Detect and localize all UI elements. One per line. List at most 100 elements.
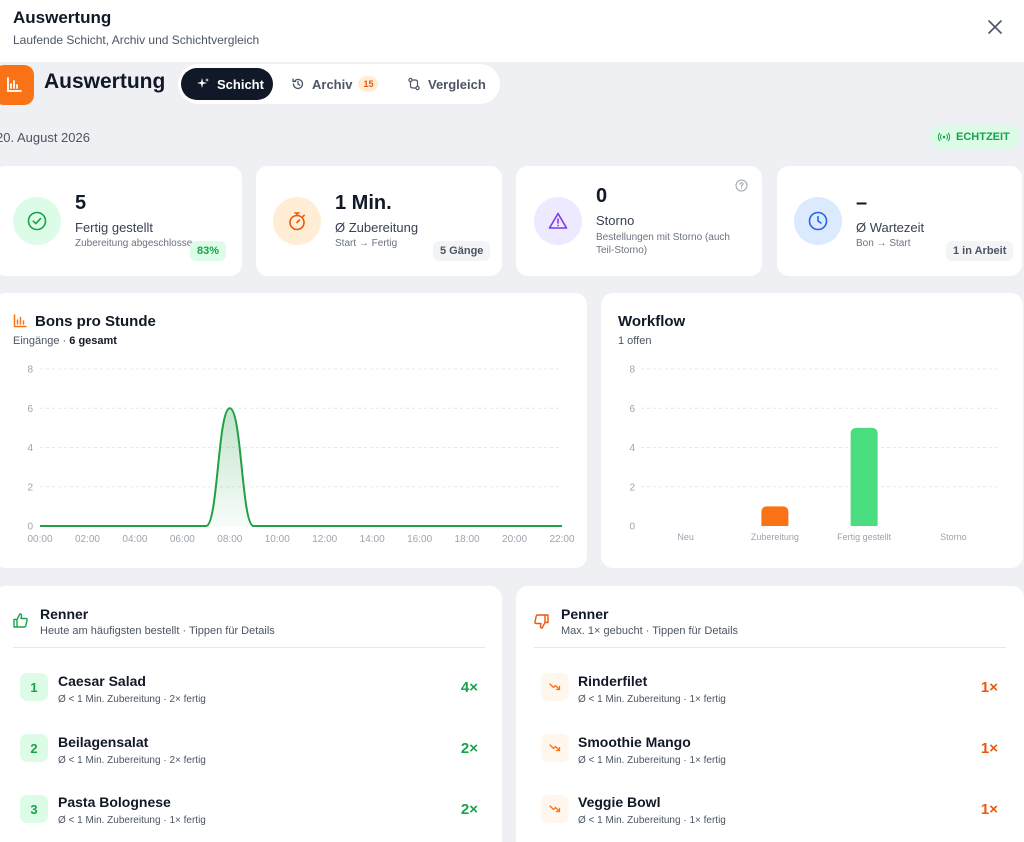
kpi-value: 1 Min. <box>335 192 392 214</box>
kpi-sub: Bon → Start <box>856 238 911 249</box>
kpi-sub: Bestellungen mit Storno (auch Teil-Storn… <box>596 232 730 256</box>
item-sub: Ø < 1 Min. Zubereitung · 1× fertig <box>578 694 726 705</box>
rank-badge: 2 <box>20 734 48 762</box>
history-icon <box>292 78 304 90</box>
kpi-label: Storno <box>596 213 635 228</box>
y-tick-label: 6 <box>629 404 635 415</box>
divider <box>534 647 1006 648</box>
x-tick-label: 02:00 <box>75 534 100 545</box>
bar <box>850 427 878 526</box>
workflow-panel: Workflow 1 offen 0 2 4 6 8 Neu Zubereitung Fert… <box>601 293 1023 568</box>
tab-label: Vergleich <box>428 76 486 92</box>
y-tick-label: 4 <box>27 443 33 454</box>
tab-vergleich[interactable]: Vergleich <box>401 68 496 100</box>
tab-label: Schicht <box>217 76 264 92</box>
kpi-label: Ø Wartezeit <box>856 220 925 235</box>
kpi-icon-wrap <box>13 197 61 245</box>
panel-subtitle-prefix: Eingänge · <box>13 335 67 347</box>
kpi-card-wartezeit[interactable]: – Ø Wartezeit Bon → Start 1 in Arbeit <box>777 166 1022 276</box>
panel-title: Workflow <box>618 313 686 330</box>
panel-subtitle: Eingänge · 6 gesamt <box>13 335 117 347</box>
panel-subtitle: Max. 1× gebucht · Tippen für Details <box>561 625 739 637</box>
y-tick-label: 2 <box>27 482 33 493</box>
modal-subtitle: Laufende Schicht, Archiv und Schichtverg… <box>13 33 260 47</box>
bons-per-hour-panel: Bons pro Stunde Eingänge · 6 gesamt 0 2 4 6… <box>0 293 587 568</box>
item-count: 4× <box>460 679 478 696</box>
trend-badge <box>541 673 569 701</box>
rank-badge: 3 <box>20 795 48 823</box>
y-tick-label: 0 <box>27 522 33 533</box>
panel-title: Penner <box>561 606 609 622</box>
series-area <box>40 408 562 526</box>
close-button[interactable] <box>982 14 1008 40</box>
close-icon <box>988 20 1002 34</box>
item-sub: Ø < 1 Min. Zubereitung · 2× fertig <box>58 755 206 766</box>
tab-schicht[interactable]: Schicht <box>181 68 273 100</box>
y-tick-label: 8 <box>27 365 33 376</box>
bar-chart-icon <box>13 314 27 328</box>
thumbs-up-icon <box>13 613 28 628</box>
kpi-sub: Start → Fertig <box>335 238 398 249</box>
item-name: Veggie Bowl <box>578 794 661 810</box>
kpi-card-storno[interactable]: 0 Storno Bestellungen mit Storno (auch T… <box>516 166 762 276</box>
item-sub: Ø < 1 Min. Zubereitung · 1× fertig <box>58 815 206 826</box>
item-count: 1× <box>980 679 998 696</box>
x-tick-label: Zubereitung <box>751 532 799 542</box>
y-tick-label: 4 <box>629 443 635 454</box>
warning-icon <box>548 212 568 229</box>
x-tick-label: Storno <box>940 532 967 542</box>
item-sub: Ø < 1 Min. Zubereitung · 1× fertig <box>578 755 726 766</box>
clock-icon <box>808 211 828 231</box>
live-label: ECHTZEIT <box>956 131 1010 143</box>
x-tick-label: 00:00 <box>27 534 52 545</box>
trend-badge <box>541 734 569 762</box>
courses-pill: 5 Gänge <box>433 241 491 261</box>
kpi-card-fertig[interactable]: 5 Fertig gestellt Zubereitung abgeschlos… <box>0 166 242 276</box>
y-tick-label: 0 <box>629 522 635 533</box>
penner-panel: Penner Max. 1× gebucht · Tippen für Deta… <box>516 586 1024 842</box>
modal-title: Auswertung <box>13 8 112 27</box>
x-tick-label: 14:00 <box>360 534 385 545</box>
x-tick-label: Neu <box>677 532 694 542</box>
panel-title: Renner <box>40 606 89 622</box>
panel-subtitle: 1 offen <box>618 335 652 347</box>
item-count: 1× <box>980 740 998 757</box>
kpi-label: Ø Zubereitung <box>335 220 419 235</box>
live-status-badge: ECHTZEIT <box>930 125 1020 149</box>
item-name: Rinderfilet <box>578 673 648 689</box>
kpi-sub: Zubereitung abgeschlossen <box>75 238 193 249</box>
item-name: Caesar Salad <box>58 673 146 689</box>
x-tick-label: 06:00 <box>170 534 195 545</box>
rank-badge: 1 <box>20 673 48 701</box>
kpi-value: 0 <box>596 185 608 207</box>
x-tick-label: 16:00 <box>407 534 432 545</box>
broadcast-icon <box>938 132 950 142</box>
kpi-value: 5 <box>75 192 87 214</box>
item-name: Pasta Bolognese <box>58 794 171 810</box>
kpi-label: Fertig gestellt <box>75 220 154 235</box>
help-icon[interactable] <box>735 179 748 192</box>
y-tick-label: 8 <box>629 365 635 376</box>
total-count: 6 gesamt <box>69 335 117 347</box>
x-tick-label: 20:00 <box>502 534 527 545</box>
kpi-icon-wrap <box>794 197 842 245</box>
compare-icon <box>408 77 420 91</box>
app-logo <box>0 65 34 105</box>
x-tick-label: 04:00 <box>122 534 147 545</box>
panel-subtitle: Heute am häufigsten bestellt · Tippen fü… <box>40 625 275 637</box>
bons-line-chart: 0 2 4 6 8 00:00 02:00 04:00 06:00 08:00 10:00 12:00… <box>27 365 575 546</box>
completion-rate-pill: 83% <box>190 241 227 261</box>
x-tick-label: 12:00 <box>312 534 337 545</box>
bar <box>761 506 789 526</box>
x-tick-label: 08:00 <box>217 534 242 545</box>
kpi-card-zubereitung[interactable]: 1 Min. Ø Zubereitung Start → Fertig 5 Gä… <box>256 166 502 276</box>
y-tick-label: 6 <box>27 404 33 415</box>
x-tick-label: 22:00 <box>549 534 574 545</box>
tab-archiv[interactable]: Archiv 15 <box>286 68 386 100</box>
trending-down-icon <box>549 744 561 752</box>
kpi-icon-wrap <box>273 197 321 245</box>
item-sub: Ø < 1 Min. Zubereitung · 1× fertig <box>578 815 726 826</box>
item-name: Smoothie Mango <box>578 734 691 750</box>
view-tabs: Schicht Archiv 15 Vergleich <box>178 64 500 104</box>
tab-label: Archiv <box>312 76 353 92</box>
